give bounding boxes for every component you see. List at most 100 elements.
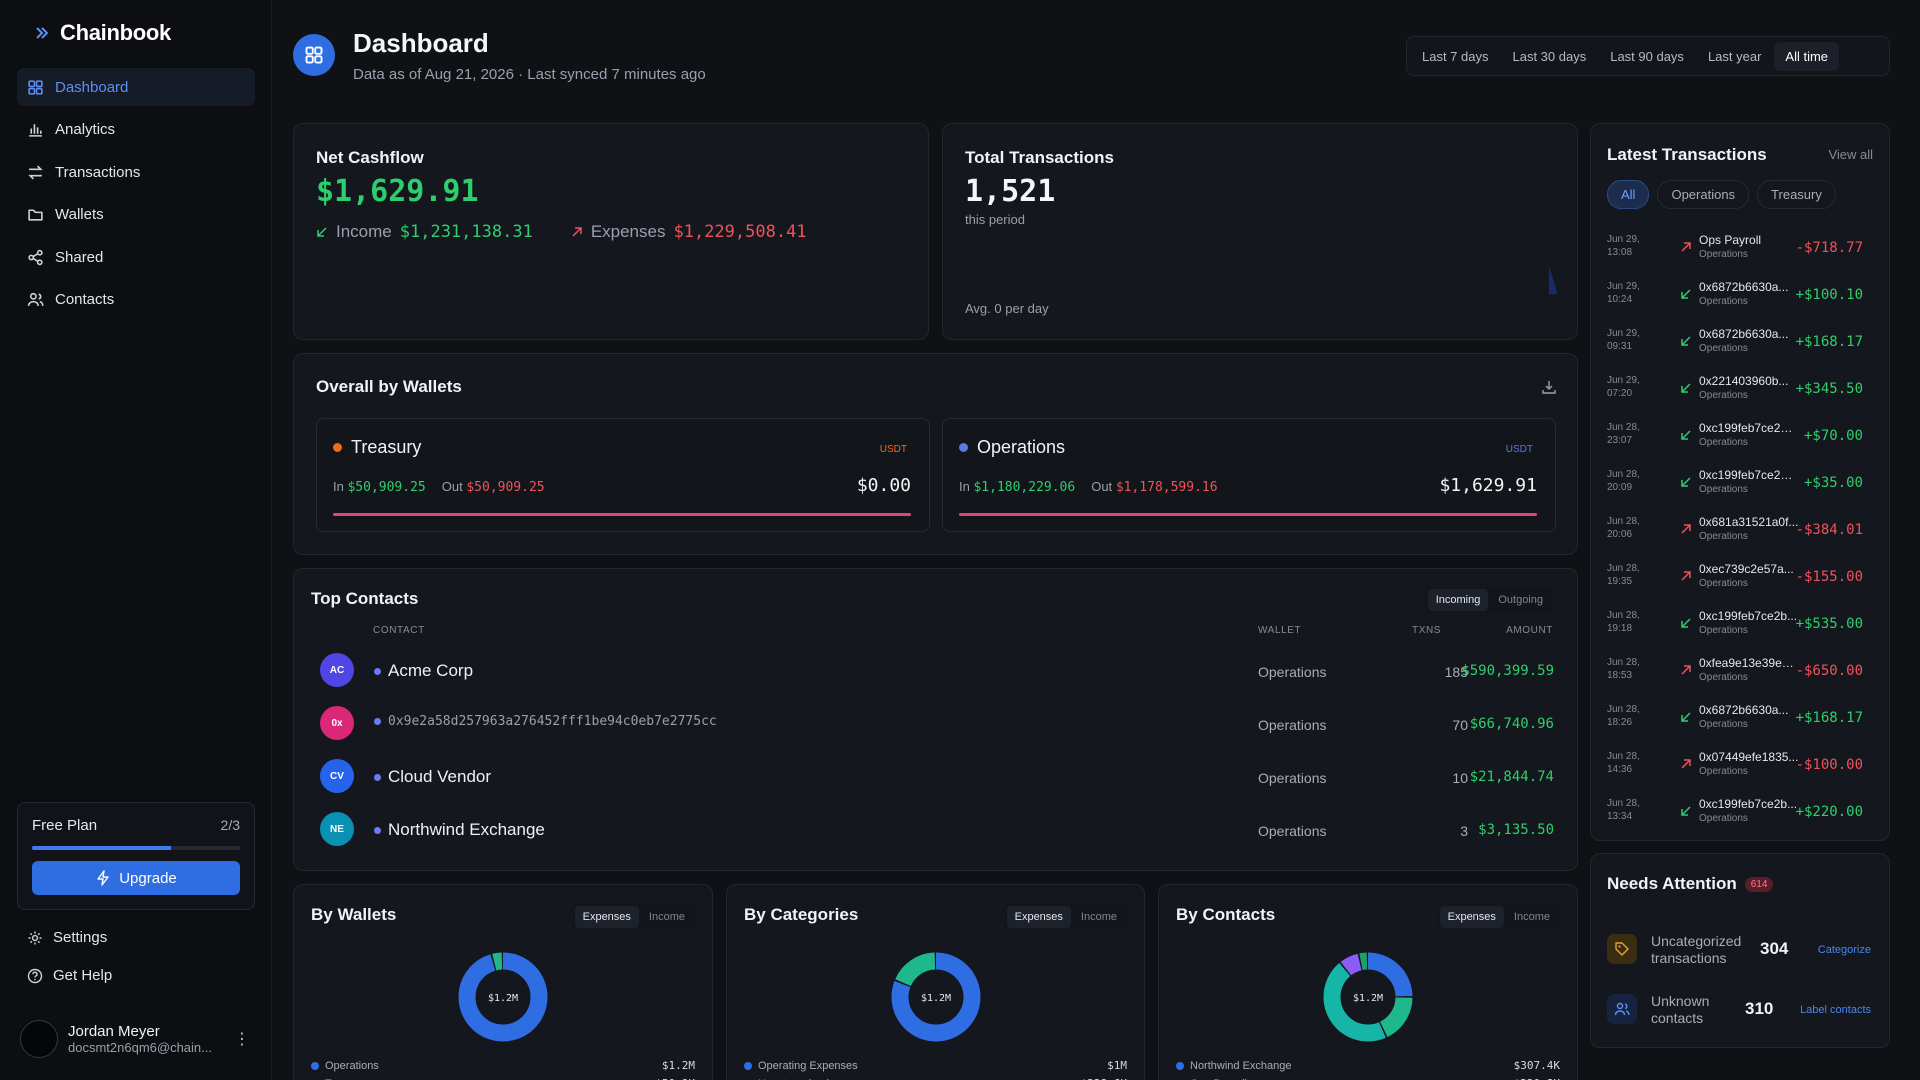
tx-amount: +$70.00 — [1803, 428, 1863, 444]
toggle-income[interactable]: Income — [648, 911, 685, 923]
tab-all[interactable]: All — [1607, 180, 1650, 209]
list-item[interactable]: Jun 28, 18:53 0xfea9e13e39e1c... Operations… — [1591, 648, 1879, 695]
plan-progress-fill — [32, 846, 172, 850]
tx-name: 0x6872b6630a... — [1699, 280, 1789, 294]
upgrade-button[interactable]: Upgrade — [32, 861, 240, 895]
brand[interactable]: Chainbook — [34, 20, 171, 46]
view-all-link[interactable]: View all — [1828, 147, 1873, 162]
range-all-time[interactable]: All time — [1774, 41, 1840, 71]
users-icon — [27, 292, 44, 306]
contact-amount: $66,740.96 — [1469, 716, 1554, 732]
sidebar-item-contacts[interactable]: Contacts — [17, 281, 255, 319]
range-last-30-days[interactable]: Last 30 days — [1512, 48, 1587, 64]
arrow-up-right-icon — [1681, 571, 1691, 581]
list-item[interactable]: Jun 28, 19:35 0xec739c2e57a... Operations -$… — [1591, 554, 1879, 601]
sidebar-item-label: Contacts — [55, 291, 115, 308]
by-wallets-card: By Wallets Expenses Income $1.2M Operations $… — [293, 884, 713, 1080]
table-row[interactable]: 0x 0x9e2a58d257963a276452fff1be94c0eb7e2… — [294, 697, 1578, 749]
sidebar-item-dashboard[interactable]: Dashboard — [17, 68, 255, 106]
list-item[interactable]: Jun 28, 13:34 0xc199feb7ce2b... Operations +… — [1591, 789, 1879, 836]
tx-category: Operations — [1699, 578, 1748, 589]
donut-center-label: $1.2M — [920, 993, 950, 1004]
table-row[interactable]: CV Cloud Vendor Operations 10 $21,844.74 — [294, 750, 1578, 802]
tx-day: Jun 29, — [1607, 234, 1640, 245]
donut-slice[interactable] — [891, 952, 980, 1042]
donut-slice[interactable] — [1323, 952, 1413, 1042]
settings-link[interactable]: Settings — [27, 929, 107, 946]
toggle-outgoing[interactable]: Outgoing — [1498, 594, 1543, 606]
contact-amount: $3,135.50 — [1478, 822, 1554, 838]
donut-slice[interactable] — [1323, 952, 1413, 1042]
gear-icon — [28, 931, 42, 944]
categorize-link[interactable]: Categorize — [1817, 944, 1871, 956]
toggle-expenses[interactable]: Expenses — [574, 906, 639, 928]
list-item[interactable]: Jun 28, 19:18 0xc199feb7ce2b... Operations +… — [1591, 601, 1879, 648]
wallet-card-treasury[interactable]: Treasury USDT In $50,909.25 Out $50,909.… — [316, 418, 930, 532]
help-link[interactable]: Get Help — [27, 967, 112, 984]
table-row[interactable]: AC Acme Corp Operations 185 $590,399.59 — [294, 644, 1578, 696]
range-last-year[interactable]: Last year — [1707, 48, 1762, 64]
swap-icon — [28, 165, 43, 179]
list-item[interactable]: Jun 29, 09:31 0x6872b6630a... Operations +$1… — [1591, 319, 1879, 366]
tab-operations[interactable]: Operations — [1657, 180, 1750, 209]
page-subtitle: Data as of Aug 21, 2026 · Last synced 7 … — [353, 66, 706, 83]
sidebar-nav: Dashboard Analytics Transactions Wallets… — [17, 68, 255, 323]
donut-slice[interactable] — [458, 952, 548, 1042]
legend-value: $307.4K — [1513, 1059, 1560, 1072]
legend-value: $1M — [1107, 1059, 1127, 1072]
list-item[interactable]: Jun 28, 18:26 0x6872b6630a... Operations +$1… — [1591, 695, 1879, 742]
more-vertical-icon[interactable]: ⋮ — [234, 1031, 250, 1048]
wallet-card-operations[interactable]: Operations USDT In $1,180,229.06 Out $1,… — [942, 418, 1556, 532]
donut-title: By Contacts — [1176, 905, 1276, 924]
contact-amount: $21,844.74 — [1469, 769, 1554, 785]
by-categories-card: By Categories Expenses Income $1.2M Operatin… — [726, 884, 1145, 1080]
list-item[interactable]: Jun 28, 23:07 0xc199feb7ce2b17... Operation… — [1591, 413, 1879, 460]
tx-date: Jun 29, 10:24 — [1607, 280, 1655, 306]
attention-label: Unknown contacts — [1651, 993, 1710, 1026]
legend-label: Uncategorized — [758, 1078, 829, 1080]
contact-dot — [374, 667, 381, 675]
sidebar-item-analytics[interactable]: Analytics — [17, 111, 255, 149]
plan-name: Free Plan — [32, 817, 98, 834]
contact-name: Northwind Exchange — [388, 820, 545, 839]
period-label: this period — [965, 212, 1025, 227]
sidebar-item-wallets[interactable]: Wallets — [17, 196, 255, 234]
list-item[interactable]: Jun 28, 14:36 0x07449efe1835... Operations -… — [1591, 742, 1879, 789]
tx-date: Jun 29, 09:31 — [1607, 327, 1655, 353]
wallet-bar — [333, 513, 911, 516]
tx-name: 0xfea9e13e39e1c... — [1699, 656, 1799, 670]
tx-amount: +$35.00 — [1803, 475, 1863, 491]
sidebar-item-transactions[interactable]: Transactions — [17, 153, 255, 191]
list-item[interactable]: Jun 29, 07:20 0x221403960b... Operations +$3… — [1591, 366, 1879, 413]
toggle-income[interactable]: Income — [1513, 911, 1550, 923]
sidebar-item-shared[interactable]: Shared — [17, 238, 255, 276]
tx-category: Operations — [1699, 625, 1748, 636]
list-item[interactable]: Jun 29, 13:08 Ops Payroll Operations -$718.7… — [1591, 225, 1879, 272]
arrow-down-left-icon — [1681, 289, 1691, 299]
list-item[interactable]: Jun 29, 10:24 0x6872b6630a... Operations +$1… — [1591, 272, 1879, 319]
contact-wallet: Operations — [1258, 770, 1327, 786]
toggle-income[interactable]: Income — [1080, 911, 1117, 923]
toggle-incoming[interactable]: Incoming — [1427, 589, 1489, 611]
donut-title: By Categories — [744, 905, 859, 924]
contact-name: 0x9e2a58d257963a276452fff1be94c0eb7e2775… — [388, 714, 717, 729]
list-item[interactable]: Jun 28, 20:06 0x681a31521a0f... Operations -… — [1591, 507, 1879, 554]
wallet-name: Operations — [977, 437, 1066, 457]
range-last-90-days[interactable]: Last 90 days — [1610, 48, 1684, 64]
range-last-7-days[interactable]: Last 7 days — [1422, 48, 1489, 64]
tx-amount: +$535.00 — [1795, 616, 1863, 632]
download-icon[interactable] — [1541, 379, 1557, 395]
label-contacts-link[interactable]: Label contacts — [1800, 1004, 1871, 1016]
arrow-down-left-icon — [317, 227, 327, 237]
table-row[interactable]: NE Northwind Exchange Operations 3 $3,13… — [294, 803, 1578, 855]
bar-chart-icon — [29, 124, 42, 137]
list-item[interactable]: Jun 28, 20:09 0xc199feb7ce2b17... Operation… — [1591, 460, 1879, 507]
toggle-expenses[interactable]: Expenses — [1439, 906, 1504, 928]
avatar — [20, 1020, 58, 1058]
toggle-expenses[interactable]: Expenses — [1006, 906, 1071, 928]
header-amount: AMOUNT — [1506, 625, 1553, 636]
tab-treasury[interactable]: Treasury — [1757, 180, 1836, 209]
user-profile[interactable]: Jordan Meyer docsmt2n6qm6@chain... ⋮ — [20, 1020, 250, 1058]
total-transactions-value: 1,521 — [965, 174, 1056, 209]
expenses-value: $1,229,508.41 — [673, 222, 807, 242]
